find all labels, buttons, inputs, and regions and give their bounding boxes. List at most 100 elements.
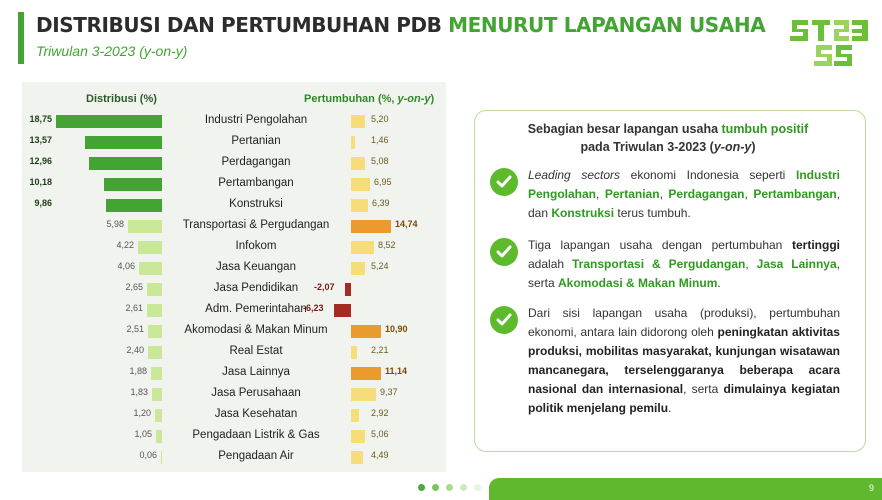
page-number: 9 [868, 483, 874, 493]
chart-row: 12,96 Perdagangan 5,08 [0, 153, 446, 174]
growth-bar [351, 325, 381, 338]
growth-value-label: -6,23 [303, 303, 324, 313]
growth-bar [351, 430, 365, 443]
title-accent-bar [18, 12, 24, 64]
sector-label: Adm. Pemerintahan [205, 303, 307, 315]
distribution-bar [138, 241, 162, 254]
chart-row: 9,86 Konstruksi 6,39 [0, 195, 446, 216]
distribution-value-label: 1,20 [133, 408, 151, 418]
sector-label: Konstruksi [229, 198, 283, 210]
chart-row: 1,05 Pengadaan Listrik & Gas 5,06 [0, 426, 446, 447]
distribution-bar [161, 451, 162, 464]
growth-bar [351, 115, 365, 128]
distribution-value-label: 4,22 [116, 240, 134, 250]
chart-row: 1,20 Jasa Kesehatan 2,92 [0, 405, 446, 426]
distribution-value-label: 0,06 [139, 450, 157, 460]
growth-value-label: 6,95 [374, 177, 392, 187]
distribution-value-label: 13,57 [29, 135, 52, 145]
sector-label: Jasa Keuangan [216, 261, 296, 273]
growth-bar [351, 178, 370, 191]
distribution-bar [85, 136, 162, 149]
growth-value-label: 2,92 [371, 408, 389, 418]
distribution-value-label: 2,40 [126, 345, 144, 355]
distribution-bar [56, 115, 162, 128]
growth-value-label: 10,90 [385, 324, 408, 334]
distribution-bar [89, 157, 162, 170]
sector-label: Transportasi & Pergudangan [182, 219, 330, 231]
summary-text-1: Leading sectors ekonomi Indonesia sepert… [528, 168, 841, 220]
check-circle-icon [490, 238, 518, 266]
distribution-value-label: 2,65 [125, 282, 143, 292]
growth-bar [351, 136, 355, 149]
chart-row: 2,61 Adm. Pemerintahan -6,23 [0, 300, 446, 321]
chart-row: 10,18 Pertambangan 6,95 [0, 174, 446, 195]
chart-row: 4,22 Infokom 8,52 [0, 237, 446, 258]
growth-bar [351, 388, 376, 401]
sector-label: Akomodasi & Makan Minum [184, 324, 328, 336]
progress-dot [474, 484, 481, 491]
growth-bar [351, 241, 374, 254]
sector-label: Pertambangan [218, 177, 294, 189]
distribution-value-label: 5,98 [106, 219, 124, 229]
growth-value-label: 5,06 [371, 429, 389, 439]
growth-value-label: 5,08 [371, 156, 389, 166]
distribution-value-label: 1,88 [129, 366, 147, 376]
growth-value-label: 14,74 [395, 219, 418, 229]
summary-title: Sebagian besar lapangan usaha tumbuh pos… [527, 122, 809, 154]
chart-row: 2,51 Akomodasi & Makan Minum 10,90 [0, 321, 446, 342]
distribution-header: Distribusi (%) [86, 93, 157, 105]
growth-value-label: 5,20 [371, 114, 389, 124]
growth-value-label: 8,52 [378, 240, 396, 250]
growth-value-label: 9,37 [380, 387, 398, 397]
distribution-bar [104, 178, 162, 191]
sector-label: Perdagangan [221, 156, 291, 168]
distribution-value-label: 12,96 [29, 156, 52, 166]
sector-label: Real Estat [229, 345, 283, 357]
progress-dot [446, 484, 453, 491]
sector-label: Jasa Kesehatan [214, 408, 298, 420]
distribution-bar [106, 199, 162, 212]
chart-row: 18,75 Industri Pengolahan 5,20 [0, 111, 446, 132]
growth-bar [351, 367, 381, 380]
distribution-bar [155, 409, 162, 422]
growth-bar [351, 451, 363, 464]
chart-row: 2,65 Jasa Pendidikan -2,07 [0, 279, 446, 300]
growth-bar [345, 283, 351, 296]
growth-header: Pertumbuhan (%, y-on-y) [304, 93, 435, 105]
sector-label: Pengadaan Air [218, 450, 294, 462]
page-title: DISTRIBUSI DAN PERTUMBUHAN PDB MENURUT L… [36, 13, 766, 37]
distribution-bar [152, 388, 162, 401]
chart-row: 5,98 Transportasi & Pergudangan 14,74 [0, 216, 446, 237]
page-subtitle: Triwulan 3-2023 (y-on-y) [36, 43, 188, 59]
progress-dot [418, 484, 425, 491]
growth-value-label: -2,07 [314, 282, 335, 292]
distribution-value-label: 9,86 [34, 198, 52, 208]
growth-value-label: 1,46 [371, 135, 389, 145]
chart-row: 0,06 Pengadaan Air 4,49 [0, 447, 446, 468]
growth-bar [334, 304, 351, 317]
chart-row: 1,88 Jasa Lainnya 11,14 [0, 363, 446, 384]
footer-bar: 9 [489, 478, 882, 500]
distribution-value-label: 4,06 [117, 261, 135, 271]
distribution-bar [128, 220, 162, 233]
distribution-bar [148, 325, 162, 338]
chart-row: 4,06 Jasa Keuangan 5,24 [0, 258, 446, 279]
distribution-value-label: 2,51 [126, 324, 144, 334]
distribution-bar [148, 346, 162, 359]
distribution-value-label: 10,18 [29, 177, 52, 187]
summary-text-3: Dari sisi lapangan usaha (produksi), per… [528, 306, 840, 415]
distribution-value-label: 18,75 [29, 114, 52, 124]
sector-label: Pertanian [231, 135, 281, 147]
chart-row: 1,83 Jasa Perusahaan 9,37 [0, 384, 446, 405]
summary-text-2: Tiga lapangan usaha dengan pertumbuhan t… [528, 238, 840, 290]
sector-label: Pengadaan Listrik & Gas [192, 429, 320, 441]
progress-dot [460, 484, 467, 491]
growth-bar [351, 409, 359, 422]
distribution-value-label: 2,61 [125, 303, 143, 313]
distribution-bar [151, 367, 162, 380]
check-circle-icon [490, 306, 518, 334]
growth-value-label: 6,39 [372, 198, 390, 208]
check-circle-icon [490, 168, 518, 196]
growth-value-label: 4,49 [371, 450, 389, 460]
summary-card [474, 110, 866, 452]
